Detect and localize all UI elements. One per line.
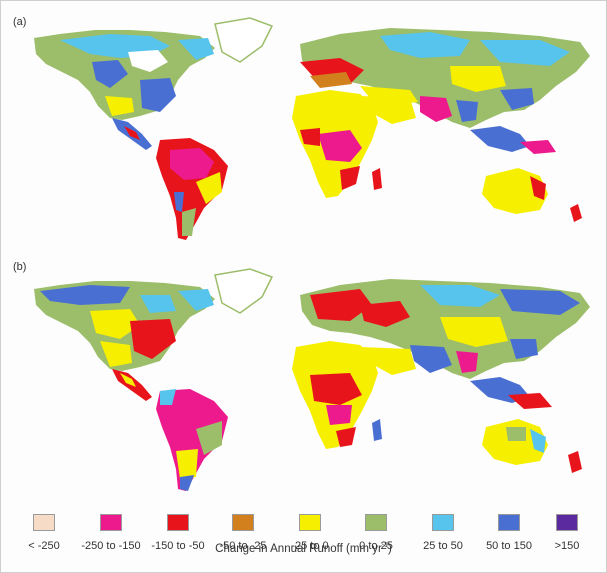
legend-swatch xyxy=(167,514,189,531)
north-america xyxy=(34,281,215,371)
legend-swatch xyxy=(365,514,387,531)
legend-label: -50 to -25 xyxy=(219,540,267,552)
australia xyxy=(482,419,582,473)
north-america xyxy=(34,30,215,120)
legend-label: -25 to 0 xyxy=(291,540,329,552)
legend-title-text: Change in Annual Runoff (mm yr xyxy=(215,542,382,555)
runoff-map-panel-b xyxy=(34,268,590,491)
southeast-asia-islands xyxy=(470,126,556,154)
panel-label-b: (b) xyxy=(13,261,27,273)
color-legend: < -250 -250 to -150 -150 to -50 -50 to -… xyxy=(0,502,607,572)
australia xyxy=(482,168,582,222)
legend-swatch xyxy=(100,514,122,531)
legend-item: 50 to 150 xyxy=(474,514,544,552)
south-america xyxy=(156,389,228,491)
legend-label: -150 to -50 xyxy=(151,540,205,552)
legend-item: -50 to -25 xyxy=(208,514,278,552)
europe-asia xyxy=(300,279,590,379)
central-america xyxy=(112,118,152,150)
legend-swatch xyxy=(556,514,578,531)
legend-title-close: ) xyxy=(388,542,392,555)
legend-swatch xyxy=(299,514,321,531)
legend-item: -150 to -50 xyxy=(143,514,213,552)
europe-asia xyxy=(300,28,590,128)
africa-middle-east xyxy=(292,341,416,449)
legend-title: Change in Annual Runoff (mm yr-1) xyxy=(0,542,607,555)
greenland xyxy=(214,268,274,314)
legend-label: >150 xyxy=(554,540,580,552)
southeast-asia-islands xyxy=(470,377,552,409)
legend-label: -250 to -150 xyxy=(81,540,141,552)
legend-item: 25 to 50 xyxy=(408,514,478,552)
legend-swatch xyxy=(33,514,55,531)
panel-label-a: (a) xyxy=(13,16,27,28)
legend-label: 50 to 150 xyxy=(486,540,532,552)
legend-swatch xyxy=(432,514,454,531)
central-america xyxy=(112,369,152,401)
legend-item: -25 to 0 xyxy=(275,514,345,552)
africa-middle-east xyxy=(292,90,416,198)
runoff-map-panel-a xyxy=(34,17,590,240)
legend-item: 0 to 25 xyxy=(341,514,411,552)
legend-swatch xyxy=(498,514,520,531)
greenland xyxy=(214,17,274,63)
legend-label: 0 to 25 xyxy=(359,540,393,552)
legend-item: -250 to -150 xyxy=(76,514,146,552)
legend-item: < -250 xyxy=(9,514,79,552)
legend-title-superscript: -1 xyxy=(381,542,389,549)
legend-label: < -250 xyxy=(28,540,60,552)
south-america xyxy=(156,138,228,240)
legend-swatch xyxy=(232,514,254,531)
legend-item: >150 xyxy=(532,514,602,552)
legend-label: 25 to 50 xyxy=(423,540,463,552)
